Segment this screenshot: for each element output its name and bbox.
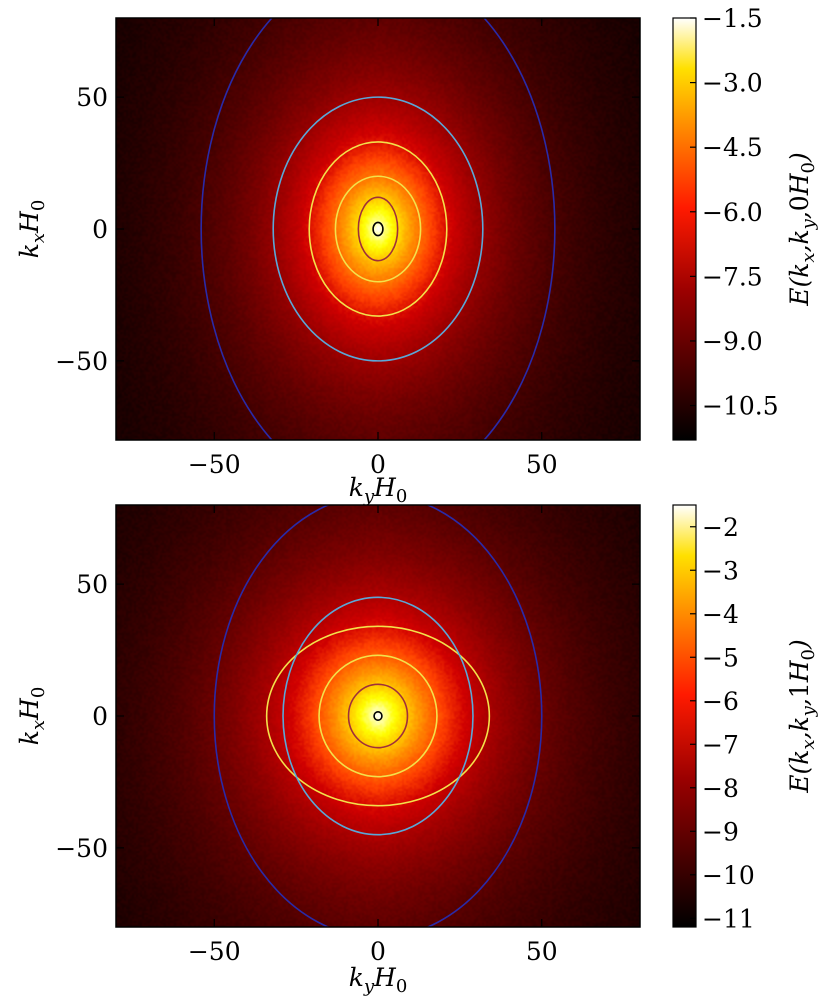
colorbar-label-bottom: E(kx,ky,1H0): [785, 639, 819, 793]
colorbar-tick-label: −3: [702, 556, 739, 585]
colorbar-tick-label: −5: [702, 643, 739, 672]
colorbar-tick-label: −6.0: [702, 198, 763, 227]
colorbar-tick-label: −2: [702, 513, 739, 542]
contour-level-0: [372, 221, 384, 237]
colorbar-tick-label: −4: [702, 600, 739, 629]
x-tick-label: 50: [526, 450, 558, 479]
contours-top: [200, 18, 556, 440]
colorbar-ticks-bottom: −2 −3 −4 −5 −6 −7 −8 −9 −10 −11: [690, 513, 755, 933]
contour-level-3: [308, 141, 448, 317]
colorbar-tick-label: −10: [702, 861, 755, 890]
colorbar-bottom: [672, 504, 697, 928]
colorbar-tick-label: −7.5: [702, 262, 763, 291]
colorbar-ticks-top: −1.5 −3.0 −4.5 −6.0 −7.5 −9.0 −10.5: [690, 4, 779, 421]
x-tick-label: −50: [188, 450, 241, 479]
contours-bottom: [213, 505, 543, 927]
colorbar-tick-label: −8: [702, 774, 739, 803]
colorbar-tick-label: −1.5: [702, 4, 763, 33]
axis-ticks-top: −50 0 50 −50 0 50: [55, 18, 640, 479]
contour-level-5: [200, 18, 556, 440]
ylabel-top: kxH0: [15, 200, 49, 259]
colorbar-tick-label: −4.5: [702, 133, 763, 162]
x-tick-label: 50: [526, 937, 558, 966]
colorbar-tick-label: −9: [702, 817, 739, 846]
colorbar-tick-label: −7: [702, 730, 739, 759]
contour-level-2: [334, 175, 422, 283]
colorbar-top: [672, 17, 697, 441]
x-tick-label: 0: [370, 450, 386, 479]
y-tick-label: 50: [76, 570, 108, 599]
xlabel-top: kyH0: [349, 473, 408, 507]
contour-level-4: [282, 596, 474, 836]
y-tick-label: 50: [76, 83, 108, 112]
y-tick-label: 0: [92, 702, 108, 731]
y-tick-label: −50: [55, 834, 108, 863]
xlabel-bottom: kyH0: [349, 963, 408, 997]
heatmap-top: [116, 18, 640, 440]
x-tick-label: 0: [370, 937, 386, 966]
colorbar-tick-label: −6: [702, 687, 739, 716]
ylabel-bottom: kxH0: [15, 687, 49, 746]
colorbar-label-top: E(kx,ky,0H0): [785, 152, 819, 306]
colorbar-tick-label: −9.0: [702, 327, 763, 356]
contour-level-1: [357, 196, 399, 262]
colorbar-tick-label: −11: [702, 904, 755, 933]
contour-level-5: [213, 505, 543, 927]
colorbar-tick-label: −3.0: [702, 69, 763, 98]
contour-level-1: [347, 683, 409, 749]
axis-ticks-bottom: −50 0 50 −50 0 50: [55, 505, 640, 966]
contour-level-4: [272, 96, 484, 362]
heatmap-bottom: [116, 505, 640, 927]
y-tick-label: 0: [92, 215, 108, 244]
x-tick-label: −50: [188, 937, 241, 966]
y-tick-label: −50: [55, 347, 108, 376]
contour-level-2: [318, 654, 438, 778]
colorbar-tick-label: −10.5: [702, 392, 779, 421]
contour-level-3: [265, 625, 491, 807]
contour-level-0: [373, 710, 383, 722]
